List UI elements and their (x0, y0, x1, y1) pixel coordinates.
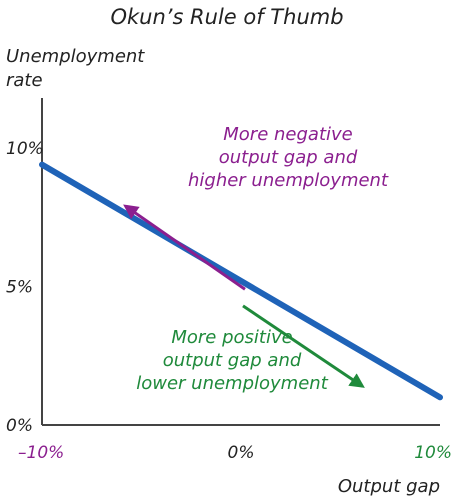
annotation-positive-line: output gap and (163, 350, 302, 371)
x-tick-label: 10% (414, 443, 452, 463)
x-axis-label: Output gap (338, 476, 440, 497)
arrow-negative-gap (123, 204, 246, 291)
y-tick-label: 5% (6, 278, 33, 298)
annotation-positive-line: lower unemployment (136, 373, 328, 394)
x-tick-label: –10% (18, 443, 64, 463)
series-layer (39, 161, 443, 401)
okun-line (39, 161, 443, 401)
y-tick-label: 10% (6, 139, 44, 159)
x-tick-label: 0% (228, 443, 255, 463)
chart-title: Okun’s Rule of Thumb (110, 5, 343, 29)
y-axis-label-line2: rate (6, 70, 43, 91)
annotation-negative-line: output gap and (219, 147, 358, 168)
annotation-negative-line: More negative (223, 124, 352, 145)
annotation-positive-line: More positive (171, 327, 292, 348)
annotation-negative-line: higher unemployment (188, 170, 389, 191)
arrow-positive-gap (242, 304, 365, 388)
y-axis-label-line1: Unemployment (6, 46, 145, 67)
y-tick-label: 0% (6, 416, 33, 436)
axes (41, 98, 440, 426)
tick-labels: 0% 5% 10% –10% 0% 10% (6, 139, 452, 463)
